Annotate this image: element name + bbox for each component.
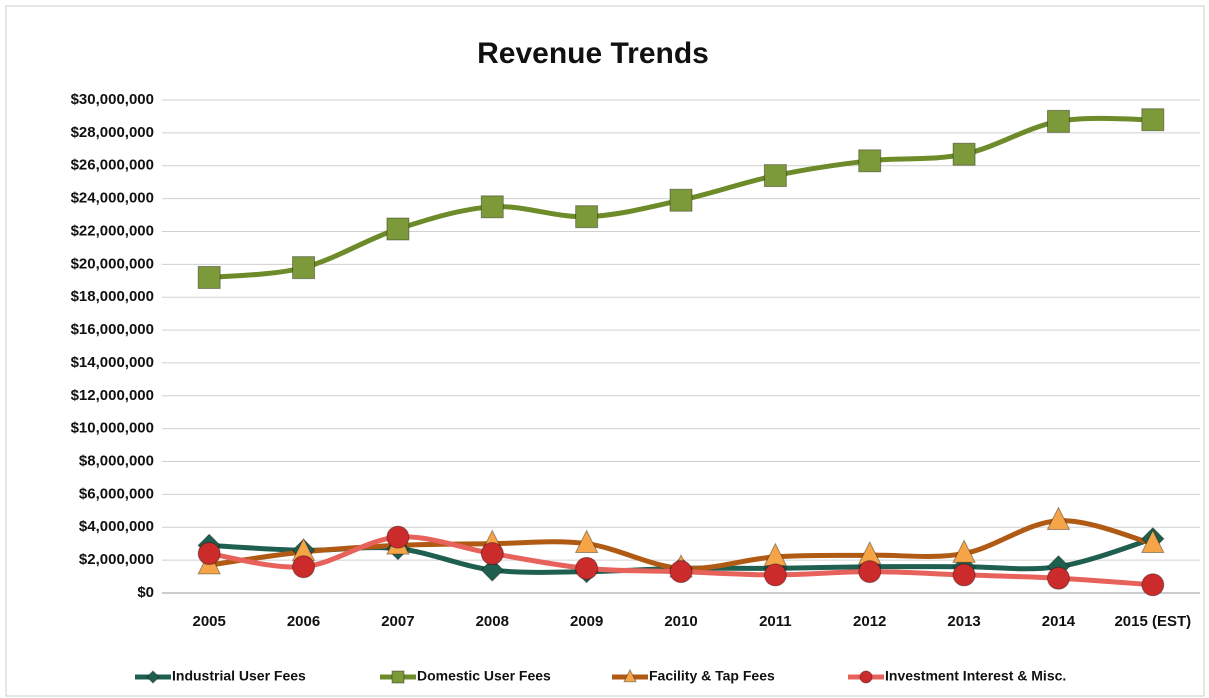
legend-label: Facility & Tap Fees bbox=[649, 668, 775, 684]
marker bbox=[575, 556, 599, 580]
marker bbox=[480, 195, 504, 219]
marker bbox=[575, 205, 599, 229]
x-tick-label: 2008 bbox=[476, 613, 509, 630]
x-tick-label: 2007 bbox=[381, 613, 414, 630]
y-tick-label: $14,000,000 bbox=[71, 354, 154, 371]
marker bbox=[858, 560, 882, 584]
x-tick-label: 2010 bbox=[664, 613, 697, 630]
marker bbox=[480, 558, 504, 582]
y-tick-label: $18,000,000 bbox=[71, 288, 154, 305]
marker bbox=[952, 142, 976, 166]
marker bbox=[669, 188, 693, 212]
y-tick-label: $28,000,000 bbox=[71, 124, 154, 141]
y-tick-label: $26,000,000 bbox=[71, 157, 154, 174]
marker bbox=[623, 668, 637, 683]
marker bbox=[952, 563, 976, 587]
marker bbox=[763, 563, 787, 587]
marker bbox=[292, 555, 316, 579]
legend-label: Industrial User Fees bbox=[172, 668, 306, 684]
y-tick-label: $8,000,000 bbox=[79, 453, 154, 470]
marker bbox=[952, 539, 976, 563]
marker bbox=[1141, 573, 1165, 597]
marker bbox=[763, 164, 787, 188]
marker bbox=[146, 670, 160, 684]
legend-entry: Investment Interest & Misc. bbox=[848, 668, 1066, 684]
y-tick-label: $20,000,000 bbox=[71, 255, 154, 272]
x-tick-label: 2006 bbox=[287, 613, 320, 630]
marker bbox=[859, 670, 873, 684]
y-tick-label: $22,000,000 bbox=[71, 222, 154, 239]
x-tick-label: 2011 bbox=[759, 613, 792, 630]
marker bbox=[386, 217, 410, 241]
x-tick-label: 2014 bbox=[1042, 613, 1076, 630]
marker bbox=[669, 560, 693, 584]
marker bbox=[1046, 506, 1071, 530]
chart-title: Revenue Trends bbox=[477, 37, 709, 70]
marker bbox=[292, 256, 316, 280]
x-tick-label: 2013 bbox=[947, 613, 980, 630]
marker bbox=[1141, 108, 1165, 132]
marker bbox=[574, 529, 599, 553]
y-tick-label: $2,000,000 bbox=[79, 551, 154, 568]
x-tick-label: 2015 (EST) bbox=[1114, 613, 1191, 630]
y-tick-label: $16,000,000 bbox=[71, 321, 154, 338]
legend-entry: Industrial User Fees bbox=[135, 668, 306, 684]
marker bbox=[197, 542, 221, 566]
legend-label: Domestic User Fees bbox=[417, 668, 551, 684]
y-tick-label: $0 bbox=[137, 584, 154, 601]
y-tick-label: $12,000,000 bbox=[71, 387, 154, 404]
x-tick-label: 2012 bbox=[853, 613, 886, 630]
marker bbox=[1046, 109, 1070, 133]
y-tick-label: $24,000,000 bbox=[71, 190, 154, 207]
y-tick-label: $10,000,000 bbox=[71, 420, 154, 437]
y-tick-label: $6,000,000 bbox=[79, 485, 154, 502]
x-tick-label: 2005 bbox=[192, 613, 225, 630]
y-tick-label: $30,000,000 bbox=[71, 91, 154, 108]
marker bbox=[386, 525, 410, 549]
x-tick-label: 2009 bbox=[570, 613, 603, 630]
legend-label: Investment Interest & Misc. bbox=[885, 668, 1066, 684]
legend-entry: Facility & Tap Fees bbox=[612, 668, 775, 684]
marker bbox=[1141, 529, 1165, 553]
chart-frame bbox=[5, 5, 1205, 697]
legend-entry: Domestic User Fees bbox=[380, 668, 551, 684]
y-tick-label: $4,000,000 bbox=[79, 518, 154, 535]
marker bbox=[1046, 566, 1070, 590]
marker bbox=[480, 542, 504, 566]
marker bbox=[858, 149, 882, 173]
marker bbox=[197, 265, 221, 289]
marker bbox=[391, 670, 405, 684]
